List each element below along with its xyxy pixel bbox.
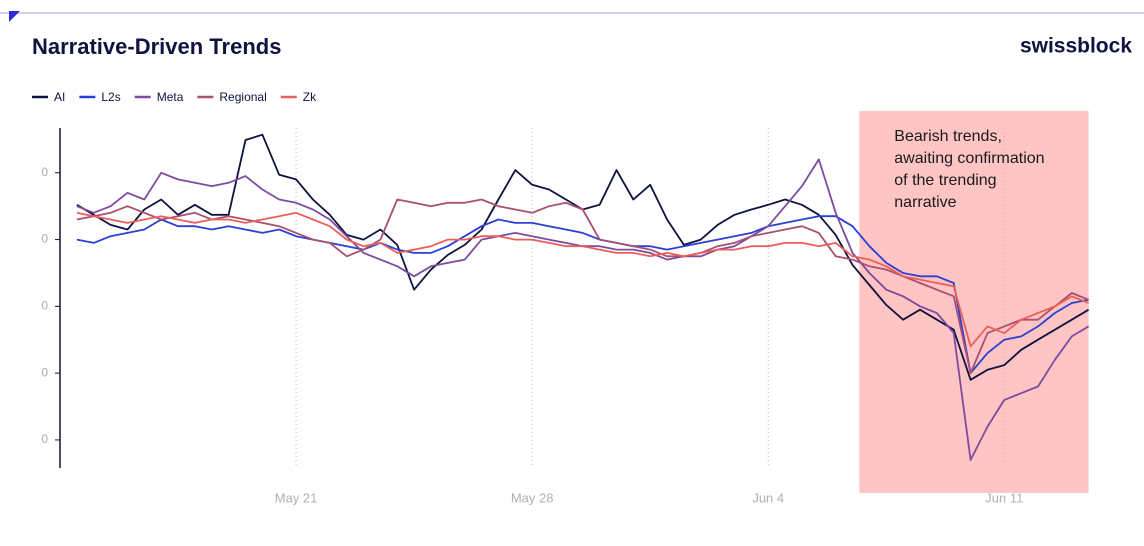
legend-label: AI [54, 90, 65, 104]
y-tick-label: 0 [41, 232, 48, 246]
x-tick-label: May 21 [275, 490, 318, 505]
annotation-text: narrative [894, 194, 956, 211]
annotation-band [859, 111, 1089, 493]
y-tick-label: 0 [41, 365, 48, 379]
y-tick-label: 0 [41, 299, 48, 313]
x-tick-label: Jun 4 [752, 490, 784, 505]
x-tick-label: May 28 [511, 490, 554, 505]
series-line [76, 198, 1089, 374]
annotation-text: of the trending [894, 172, 996, 189]
legend-label: L2s [101, 90, 120, 104]
annotation-text: Bearish trends, [894, 128, 1002, 145]
chart-title: Narrative-Driven Trends [32, 34, 281, 59]
brand: swissblock [1020, 35, 1132, 58]
corner-mark [9, 11, 20, 22]
label-layer: Bearish trends, awaiting confirmation of t… [32, 90, 1045, 505]
legend-label: Regional [219, 90, 266, 104]
legend-label: Meta [157, 90, 184, 104]
legend-label: Zk [303, 90, 317, 104]
x-tick-label: Jun 11 [985, 490, 1023, 505]
annotation-layer [859, 111, 1089, 493]
series-line [76, 215, 1089, 374]
y-tick-label: 0 [41, 165, 48, 179]
series-line [76, 211, 1089, 348]
y-tick-label: 0 [41, 432, 48, 446]
lines-layer [76, 133, 1090, 461]
annotation-text: awaiting confirmation [894, 150, 1044, 167]
